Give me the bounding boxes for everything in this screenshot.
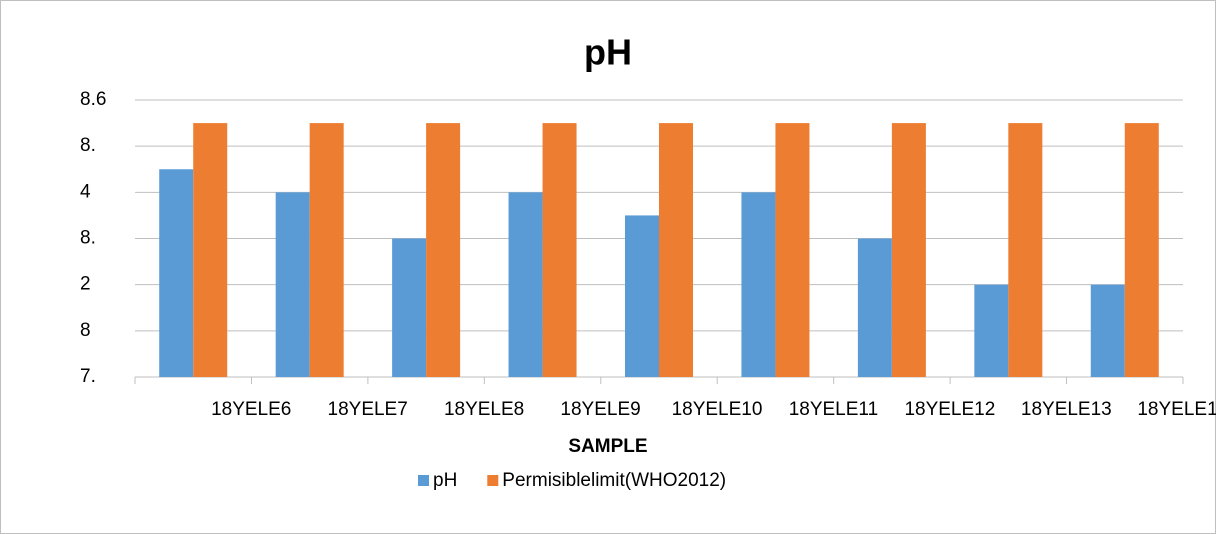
x-tick-label: 18YELE7: [328, 399, 408, 420]
bar: [275, 192, 310, 377]
bar: [857, 238, 892, 377]
bar: [1090, 284, 1125, 377]
x-tick-label: 18YELE6: [211, 399, 291, 420]
y-tick-label: 7.: [80, 366, 96, 387]
y-tick-label: 4: [80, 181, 91, 202]
x-tick-label: 18YELE9: [560, 399, 640, 420]
bar: [741, 192, 776, 377]
bar: [974, 284, 1009, 377]
y-tick-label: 2: [80, 274, 91, 295]
y-tick-label: 8.: [80, 228, 96, 249]
bar: [193, 123, 228, 377]
x-tick-label: 18YELE12: [904, 399, 995, 420]
legend-swatch: [487, 475, 499, 486]
bar: [775, 123, 810, 377]
y-tick-label: 8.: [80, 135, 96, 156]
x-tick-label: 18YELE8: [444, 399, 524, 420]
bar: [891, 123, 926, 377]
bar: [542, 123, 577, 377]
x-tick-label: 18YELE11: [789, 399, 878, 420]
bar: [625, 215, 659, 377]
bar: [508, 192, 543, 377]
x-axis-title: SAMPLE: [568, 436, 647, 457]
bar: [659, 123, 693, 377]
x-tick-label: 18YELE10: [672, 399, 763, 420]
bar: [159, 169, 194, 377]
legend-label: pH: [433, 470, 457, 491]
x-tick-label: 18YELE14: [1137, 399, 1216, 420]
x-tick-label: 18YELE13: [1021, 399, 1112, 420]
bar: [426, 123, 461, 377]
bar: [392, 238, 427, 377]
y-tick-label: 8.6: [80, 89, 106, 110]
bar: [1124, 123, 1159, 377]
bar: [309, 123, 344, 377]
bar: [1008, 123, 1043, 377]
legend-swatch: [418, 475, 429, 486]
legend-label: Permisiblelimit(WHO2012): [502, 470, 726, 491]
y-tick-label: 8: [80, 320, 91, 341]
chart-title: pH: [584, 32, 632, 73]
